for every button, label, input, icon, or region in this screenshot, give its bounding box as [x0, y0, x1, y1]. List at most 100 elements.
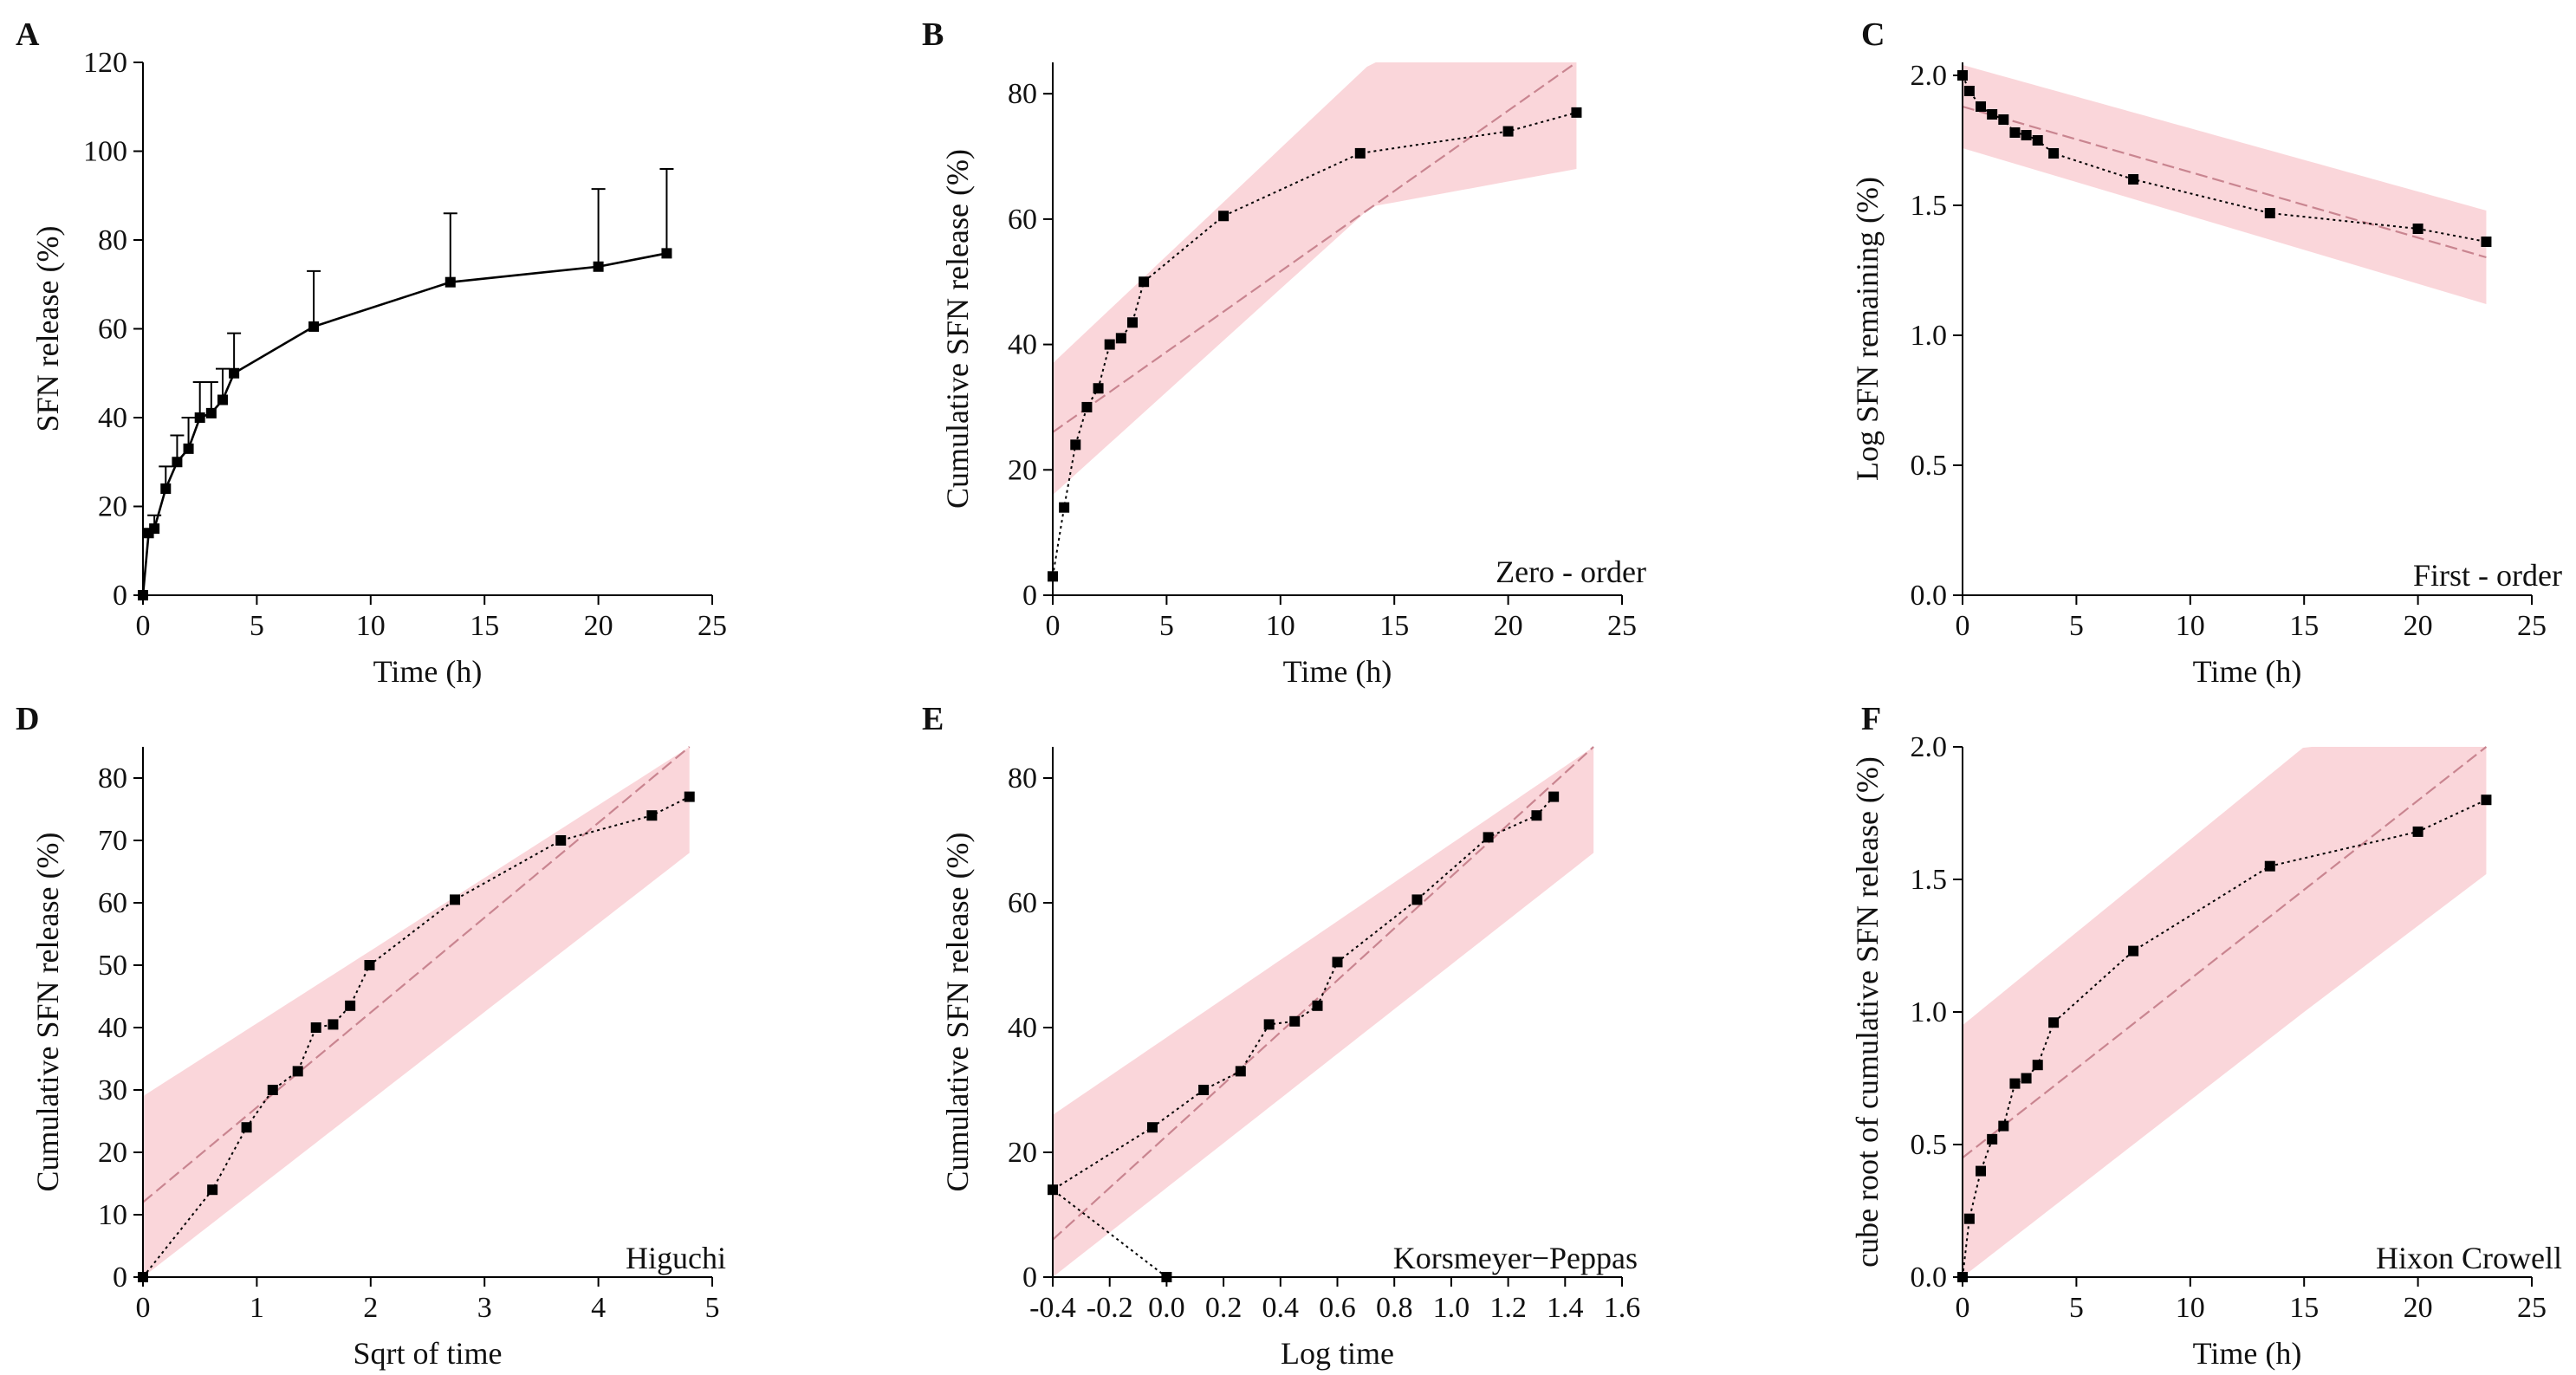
- x-tick-label: 20: [1494, 610, 1523, 642]
- data-point: [2048, 1017, 2060, 1028]
- data-point: [1411, 894, 1423, 905]
- y-tick-label: 20: [98, 491, 127, 523]
- x-tick-label: 0: [1956, 1292, 1970, 1324]
- y-tick-label: 80: [1008, 78, 1037, 110]
- y-tick-label: 80: [1008, 762, 1037, 795]
- data-point: [2009, 127, 2021, 138]
- x-tick-label: 25: [2517, 610, 2547, 642]
- chart-panel-A: 0 5 10 15 20 25 0 20 40 60 80 100 120 Time (h) SFN rel…: [16, 16, 727, 689]
- y-tick-label: 100: [83, 136, 127, 168]
- data-point: [1235, 1066, 1246, 1077]
- y-axis-label: Cumulative SFN release (%): [30, 833, 65, 1192]
- x-tick-label: 20: [2404, 1292, 2433, 1324]
- x-axis-label: Sqrt of time: [354, 1336, 503, 1371]
- y-tick-label: 2.0: [1911, 731, 1948, 763]
- y-tick-label: 40: [1008, 329, 1037, 361]
- panel-label: C: [1861, 16, 1885, 53]
- chart-panel-C: 0 5 10 15 20 25 0.0 0.5 1.0 1.5 2.0 Time (h) Log SFN…: [1850, 16, 2562, 689]
- y-tick-label: 40: [98, 1012, 127, 1044]
- data-point: [2032, 1060, 2043, 1071]
- y-tick-label: 60: [98, 314, 127, 346]
- y-tick-label: 20: [98, 1137, 127, 1169]
- x-axis-label: Time (h): [2193, 654, 2302, 689]
- x-tick-label: 4: [591, 1292, 606, 1324]
- y-tick-label: 40: [98, 402, 127, 434]
- x-tick-label: 0.0: [1148, 1292, 1185, 1324]
- x-tick-label: 5: [2069, 1292, 2084, 1324]
- data-point: [1161, 1272, 1172, 1282]
- x-tick-label: 0: [136, 1292, 151, 1324]
- data-point: [2481, 237, 2492, 247]
- data-point: [328, 1019, 339, 1030]
- y-tick-label: 50: [98, 950, 127, 982]
- x-tick-label: -0.4: [1029, 1292, 1076, 1324]
- data-point: [1048, 571, 1058, 582]
- y-tick-label: 80: [98, 224, 127, 256]
- chart-panel-F: 0 5 10 15 20 25 0.0 0.5 1.0 1.5 2.0 Time (h) cube ro…: [1850, 701, 2562, 1371]
- x-axis-label: Log time: [1281, 1336, 1394, 1371]
- y-tick-label: 20: [1008, 1137, 1037, 1169]
- y-tick-label: 20: [1008, 454, 1037, 486]
- data-point: [160, 483, 172, 494]
- model-label: Higuchi: [626, 1241, 726, 1275]
- y-tick-label: 0: [113, 580, 127, 612]
- data-point: [138, 1272, 148, 1282]
- x-tick-label: 5: [250, 610, 264, 642]
- data-point: [2021, 1073, 2032, 1084]
- data-point: [2128, 174, 2139, 185]
- data-point: [1531, 810, 1542, 821]
- data-point: [444, 276, 456, 288]
- data-point: [1059, 502, 1070, 513]
- y-tick-label: 120: [83, 47, 127, 79]
- data-point: [1289, 1015, 1301, 1027]
- y-tick-label: 1.0: [1911, 320, 1948, 352]
- data-point: [593, 261, 604, 272]
- x-axis-label: Time (h): [2193, 1336, 2302, 1371]
- confidence-band: [1963, 65, 2487, 304]
- data-point: [2021, 130, 2032, 140]
- x-tick-label: 5: [2069, 610, 2084, 642]
- data-point: [1198, 1085, 1210, 1095]
- x-axis-label: Time (h): [1283, 654, 1392, 689]
- y-tick-label: 80: [98, 762, 127, 795]
- data-point: [1048, 1184, 1058, 1196]
- chart-panel-E: -0.4 -0.2 0.0 0.2 0.4 0.6 0.8 1.0 1.2 1.4 1.6 0 20 40…: [922, 701, 1640, 1371]
- x-tick-label: 15: [2289, 1292, 2319, 1324]
- data-point: [267, 1085, 278, 1095]
- data-point: [2032, 135, 2043, 146]
- y-axis-label: Cumulative SFN release (%): [940, 833, 975, 1192]
- y-tick-label: 60: [1008, 887, 1037, 919]
- data-point: [684, 791, 695, 802]
- x-tick-label: 5: [1159, 610, 1174, 642]
- data-point: [1963, 86, 1975, 96]
- y-tick-label: 40: [1008, 1012, 1037, 1044]
- data-point: [2128, 945, 2139, 957]
- data-point: [1354, 147, 1366, 159]
- x-tick-label: 10: [2176, 610, 2205, 642]
- series-line: [141, 252, 667, 596]
- data-point: [217, 394, 228, 405]
- data-point: [1976, 1165, 1987, 1177]
- model-label: First - order: [2413, 558, 2562, 593]
- y-tick-label: 1.5: [1911, 190, 1948, 222]
- data-point: [2048, 148, 2060, 159]
- y-axis-label: Cumulative SFN release (%): [940, 149, 975, 509]
- data-point: [1146, 1122, 1158, 1133]
- data-point: [1957, 70, 1968, 81]
- data-point: [308, 321, 320, 332]
- data-point: [364, 960, 375, 970]
- x-tick-label: 15: [1379, 610, 1409, 642]
- x-tick-label: 0.6: [1319, 1292, 1356, 1324]
- x-tick-label: 0.2: [1205, 1292, 1243, 1324]
- data-point: [1115, 333, 1126, 344]
- data-point: [310, 1022, 321, 1033]
- panel-label: D: [16, 701, 39, 737]
- y-tick-label: 0: [1022, 580, 1037, 612]
- data-point: [345, 1000, 356, 1011]
- data-point: [1263, 1019, 1275, 1030]
- data-point: [1312, 1000, 1323, 1011]
- data-point: [138, 590, 148, 600]
- fit-line: [1962, 746, 2488, 1159]
- confidence-band: [1963, 747, 2487, 1277]
